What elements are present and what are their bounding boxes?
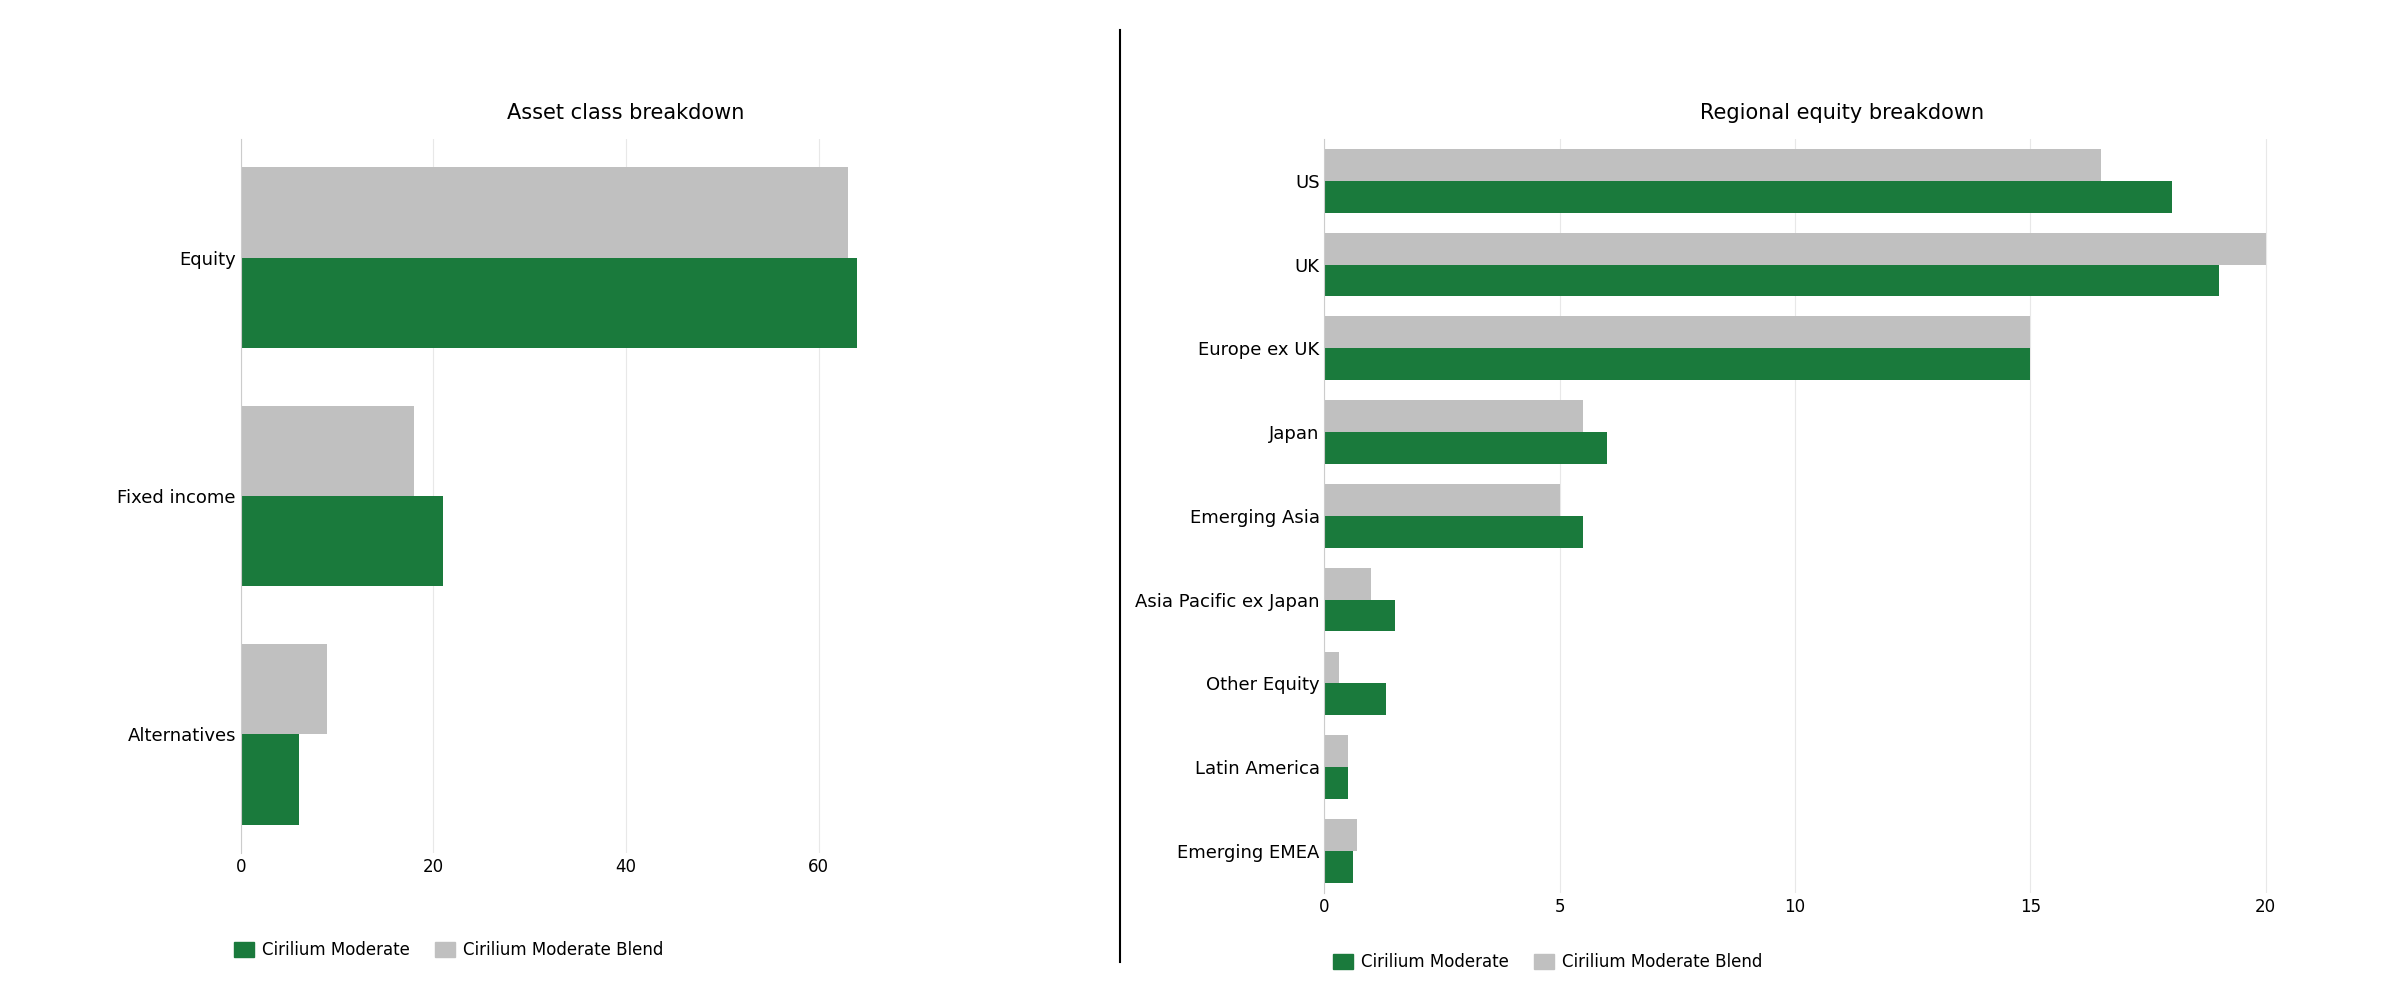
Bar bbox=[1324, 735, 1348, 767]
Bar bbox=[1324, 484, 1560, 516]
Title: Regional equity breakdown: Regional equity breakdown bbox=[1700, 103, 1984, 123]
Bar bbox=[1324, 851, 1353, 883]
Bar bbox=[241, 734, 299, 824]
Bar bbox=[1324, 149, 2100, 181]
Bar bbox=[1324, 819, 1358, 851]
Bar bbox=[1324, 599, 1394, 632]
Bar bbox=[1324, 683, 1385, 715]
Bar bbox=[1324, 652, 1339, 683]
Bar bbox=[241, 168, 848, 258]
Bar bbox=[1324, 316, 2030, 348]
Bar bbox=[1324, 181, 2172, 212]
Bar bbox=[1324, 233, 2266, 265]
Bar bbox=[241, 258, 857, 348]
Bar bbox=[1324, 567, 1373, 599]
Bar bbox=[1324, 516, 1584, 548]
Bar bbox=[1324, 348, 2030, 380]
Bar bbox=[1324, 265, 2218, 297]
Title: Asset class breakdown: Asset class breakdown bbox=[508, 103, 744, 123]
Bar bbox=[241, 496, 443, 586]
Bar bbox=[241, 644, 327, 734]
Legend: Cirilium Moderate, Cirilium Moderate Blend: Cirilium Moderate, Cirilium Moderate Ble… bbox=[234, 941, 665, 959]
Bar bbox=[241, 406, 414, 496]
Bar bbox=[1324, 767, 1348, 799]
Bar bbox=[1324, 400, 1584, 433]
Legend: Cirilium Moderate, Cirilium Moderate Blend: Cirilium Moderate, Cirilium Moderate Ble… bbox=[1332, 953, 1763, 971]
Bar bbox=[1324, 433, 1606, 464]
